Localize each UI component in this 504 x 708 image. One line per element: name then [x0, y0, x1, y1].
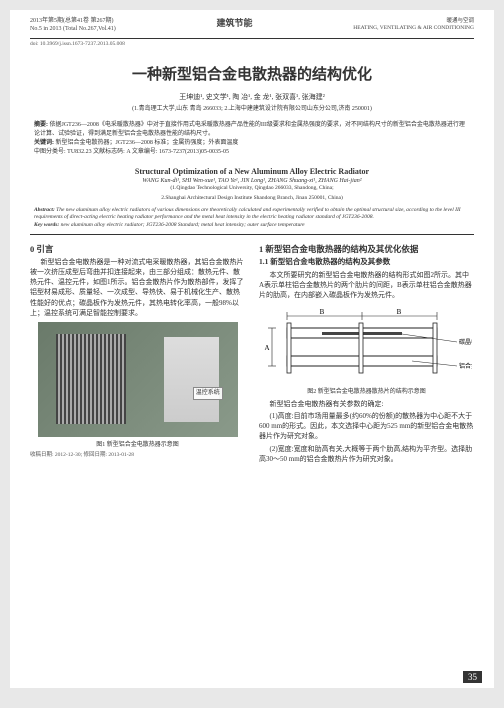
section-en-l1: 暖通与空调: [353, 18, 474, 25]
figure-1-caption: 图1 新型铝合金电散热器示意图: [30, 441, 245, 450]
page-number-value: 35: [463, 671, 482, 683]
received-date: 收稿日期: 2012-12-30; 修回日期: 2013-01-28: [30, 452, 245, 460]
section-1-para4: (2)宽度:宽度和肋高有关,大概等于两个肋高,结构为平齐型。选择肋高30～50 …: [259, 444, 474, 464]
affiliation-en-2: 2.Shanghai Architectural Design Institut…: [10, 194, 494, 203]
title-english: Structural Optimization of a New Aluminu…: [10, 163, 494, 178]
keywords-en-text: new aluminum alloy electric radiator; JG…: [61, 222, 305, 228]
section-title-en: 暖通与空调 HEATING, VENTILATING & AIR CONDITI…: [353, 18, 474, 34]
left-column: 0 引言 新型铝合金电散热器是一种对流式电采暖散热器，其铝合金散热片被一次挤压成…: [30, 239, 245, 466]
page-header: 2013年第5期(总第41卷 第267期) No.5 in 2013 (Tota…: [10, 10, 494, 38]
abstract-chinese: 摘要: 依据JGT236—2008《电采暖散热器》中对于直接作用式电采暖散热器产…: [10, 115, 494, 163]
issue-line1: 2013年第5期(总第41卷 第267期): [30, 18, 116, 26]
issue-line2: No.5 in 2013 (Total No.267,Vol.41): [30, 26, 116, 34]
keywords-cn-text: 新型铝合金电散热器；JGT236—2008 标准；金属热强度；外表面温度: [56, 140, 239, 146]
figure-1-fins: [56, 334, 126, 424]
fig2-label-fin: 铝合金散热片: [459, 362, 472, 370]
fig2-label-B2: B: [396, 308, 401, 316]
section-1-para1: 本文所要研究的新型铝合金电散热器的结构形式如图2所示。其中A表示单柱铝合金散热片…: [259, 270, 474, 300]
figure-1-label: 温控系统: [193, 387, 223, 400]
issue-info: 2013年第5期(总第41卷 第267期) No.5 in 2013 (Tota…: [30, 18, 116, 34]
section-title-cn: 建筑节能: [217, 18, 253, 34]
abstract-cn-label: 摘要:: [34, 122, 48, 128]
affiliation-chinese: (1.青岛理工大学,山东 青岛 266033; 2.上海中建建筑设计院有限公司山…: [10, 104, 494, 116]
fig2-label-heater: 碳晶电热板: [459, 338, 472, 346]
abstract-cn-text: 依据JGT236—2008《电采暖散热器》中对于直接作用式电采暖散热器产品性能的…: [34, 122, 465, 137]
keywords-en-label: Key words:: [34, 222, 59, 228]
abstract-en-label: Abstract:: [34, 207, 55, 213]
abstract-en-text: The new aluminum alloy electric radiator…: [34, 207, 461, 221]
abstract-english: Abstract: The new aluminum alloy electri…: [10, 203, 494, 234]
keywords-cn-label: 关键词:: [34, 140, 54, 146]
doi-text: doi: 10.3969/j.issn.1673-7237.2013.05.00…: [10, 39, 494, 49]
section-0-para: 新型铝合金电散热器是一种对流式电采暖散热器，其铝合金散热片被一次挤压成型后弯曲并…: [30, 257, 245, 318]
classification: 中图分类号: TU832.23 文献标志码: A 文章编号: 1673-7237…: [34, 149, 229, 155]
title-chinese: 一种新型铝合金电散热器的结构优化: [10, 49, 494, 90]
figure-1: 温控系统: [38, 322, 238, 437]
section-1-para2: 新型铝合金电散热器有关参数的确定:: [259, 399, 474, 409]
paper-page: 2013年第5期(总第41卷 第267期) No.5 in 2013 (Tota…: [10, 10, 494, 688]
section-en-l2: HEATING, VENTILATING & AIR CONDITIONING: [353, 25, 474, 32]
section-1-para3: (1)高度:目前市场用量最多(约60%的份额)的散热器为中心距不大于600 mm…: [259, 411, 474, 441]
section-0-heading: 0 引言: [30, 243, 245, 255]
authors-chinese: 王坤迪¹, 史文学¹, 陶 冶¹, 金 龙¹, 张双喜¹, 张海建²: [10, 90, 494, 104]
page-number: 35: [463, 672, 482, 682]
figure-2: B B A 碳晶电热板 铝合: [262, 304, 472, 384]
fig2-label-B1: B: [319, 308, 324, 316]
right-column: 1 新型铝合金电散热器的结构及其优化依据 1.1 新型铝合金电散热器的结构及其参…: [259, 239, 474, 466]
figure-1-plate: 温控系统: [164, 337, 219, 422]
body-columns: 0 引言 新型铝合金电散热器是一种对流式电采暖散热器，其铝合金散热片被一次挤压成…: [10, 235, 494, 466]
affiliation-en-1: (1.Qingdao Technological University, Qin…: [10, 184, 494, 193]
fig2-label-A: A: [264, 344, 269, 352]
section-1-1-heading: 1.1 新型铝合金电散热器的结构及其参数: [259, 257, 474, 268]
section-1-heading: 1 新型铝合金电散热器的结构及其优化依据: [259, 243, 474, 255]
figure-2-caption: 图2 新型铝合金电散热器散热片的结构示意图: [259, 388, 474, 397]
